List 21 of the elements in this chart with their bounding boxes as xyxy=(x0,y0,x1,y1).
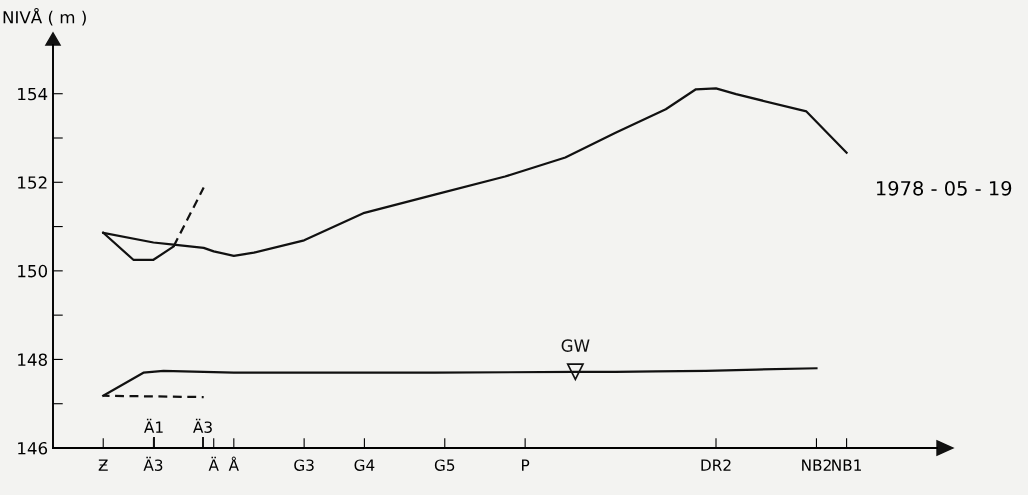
y-tick-label: 146 xyxy=(18,441,48,455)
x-tick-label: Ƶ xyxy=(98,459,108,471)
x-tick-label: Å xyxy=(228,456,239,471)
x-tick-label: G4 xyxy=(354,459,375,471)
annotation: Ä3 xyxy=(193,418,212,433)
x-tick-label: P xyxy=(522,459,530,471)
annotation: Ä1 xyxy=(144,418,163,433)
y-tick-label: 154 xyxy=(18,87,48,101)
y-tick-label: 150 xyxy=(18,264,48,278)
x-tick-label: G3 xyxy=(294,459,314,471)
x-tick-label: Ä3 xyxy=(143,456,163,471)
y-axis-title: NIVÅ ( m ) xyxy=(3,7,86,26)
annotation: 1978 - 05 - 19 xyxy=(876,180,1012,196)
y-tick-label: 148 xyxy=(18,353,47,366)
x-tick-label: G5 xyxy=(434,459,455,471)
x-tick-label: NB2 xyxy=(802,459,831,471)
y-tick-label: 152 xyxy=(18,176,47,189)
series-label: GW xyxy=(561,339,590,352)
x-tick-label: Ä xyxy=(208,456,219,471)
x-tick-label: NB1 xyxy=(832,459,861,471)
x-tick-label: DR2 xyxy=(701,459,731,471)
